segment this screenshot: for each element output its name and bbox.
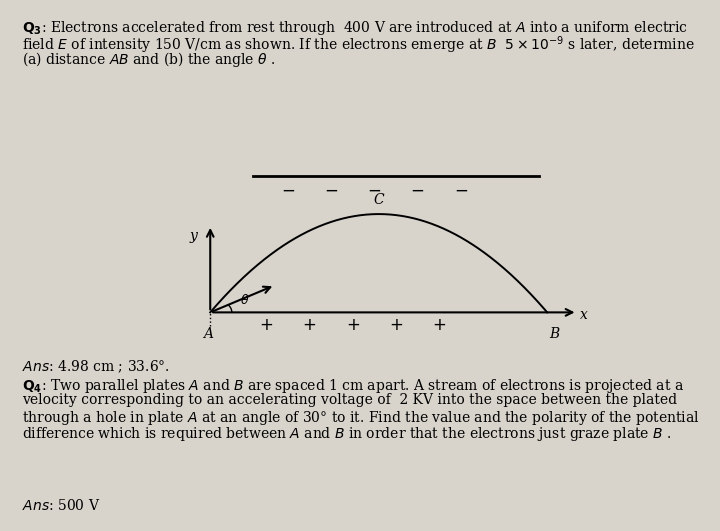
Text: y: y	[189, 229, 197, 243]
Text: $\theta$: $\theta$	[240, 294, 250, 307]
Text: A: A	[203, 328, 213, 341]
Text: +: +	[346, 315, 360, 333]
Text: −: −	[324, 182, 338, 200]
Text: +: +	[389, 315, 403, 333]
Text: $\mathbf{Q_3}$: Electrons accelerated from rest through  400 V are introduced at: $\mathbf{Q_3}$: Electrons accelerated fr…	[22, 19, 688, 37]
Text: $\mathit{Ans}$: 500 V: $\mathit{Ans}$: 500 V	[22, 498, 100, 513]
Text: −: −	[281, 182, 295, 200]
Text: −: −	[454, 182, 468, 200]
Text: B: B	[549, 328, 559, 341]
Text: +: +	[432, 315, 446, 333]
Text: x: x	[580, 308, 588, 322]
Text: +: +	[302, 315, 317, 333]
Text: −: −	[367, 182, 382, 200]
Text: velocity corresponding to an accelerating voltage of  2 KV into the space betwee: velocity corresponding to an acceleratin…	[22, 393, 677, 407]
Text: +: +	[259, 315, 274, 333]
Text: field $E$ of intensity 150 V/cm as shown. If the electrons emerge at $B$  $5\tim: field $E$ of intensity 150 V/cm as shown…	[22, 35, 695, 56]
Text: C: C	[374, 193, 384, 207]
Text: (a) distance $AB$ and (b) the angle $\theta$ .: (a) distance $AB$ and (b) the angle $\th…	[22, 50, 275, 70]
Text: $\mathbf{Q_4}$: Two parallel plates $A$ and $B$ are spaced 1 cm apart. A stream : $\mathbf{Q_4}$: Two parallel plates $A$ …	[22, 377, 684, 395]
Text: through a hole in plate $A$ at an angle of 30° to it. Find the value and the pol: through a hole in plate $A$ at an angle …	[22, 409, 699, 427]
Text: difference which is required between $A$ and $B$ in order that the electrons jus: difference which is required between $A$…	[22, 425, 671, 443]
Text: $\mathit{Ans}$: 4.98 cm ; 33.6°.: $\mathit{Ans}$: 4.98 cm ; 33.6°.	[22, 358, 169, 375]
Text: −: −	[410, 182, 425, 200]
